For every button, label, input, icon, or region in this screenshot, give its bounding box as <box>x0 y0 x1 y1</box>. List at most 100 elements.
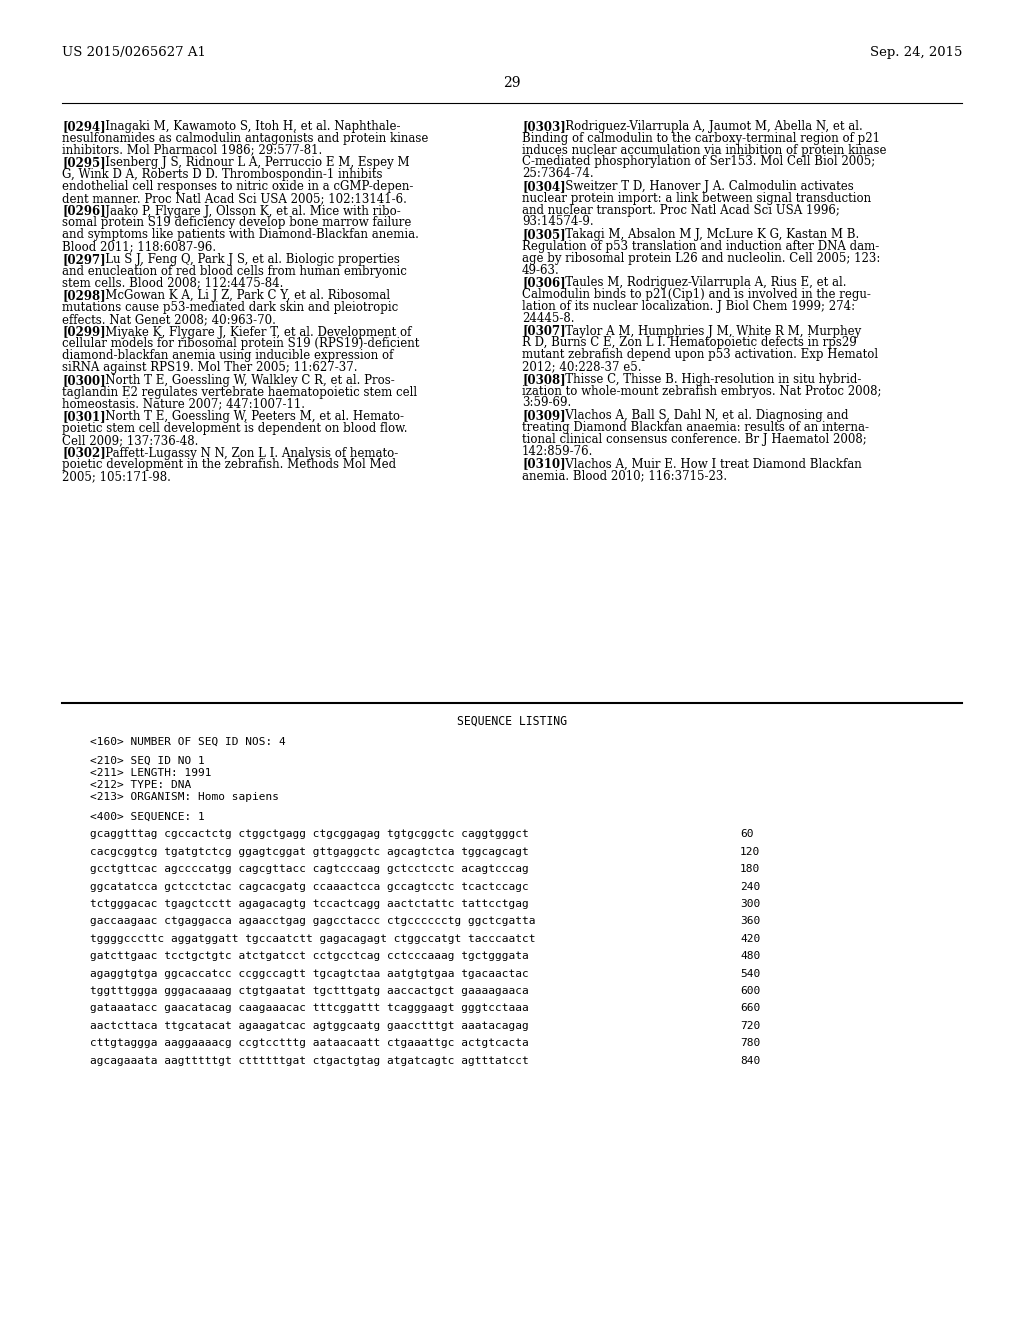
Text: and nuclear transport. Proc Natl Acad Sci USA 1996;: and nuclear transport. Proc Natl Acad Sc… <box>522 203 840 216</box>
Text: homeostasis. Nature 2007; 447:1007-11.: homeostasis. Nature 2007; 447:1007-11. <box>62 397 305 411</box>
Text: 25:7364-74.: 25:7364-74. <box>522 168 594 181</box>
Text: tggggcccttc aggatggatt tgccaatctt gagacagagt ctggccatgt tacccaatct: tggggcccttc aggatggatt tgccaatctt gagaca… <box>90 933 536 944</box>
Text: and enucleation of red blood cells from human embryonic: and enucleation of red blood cells from … <box>62 264 407 277</box>
Text: inhibitors. Mol Pharmacol 1986; 29:577-81.: inhibitors. Mol Pharmacol 1986; 29:577-8… <box>62 144 323 157</box>
Text: stem cells. Blood 2008; 112:4475-84.: stem cells. Blood 2008; 112:4475-84. <box>62 276 284 289</box>
Text: 600: 600 <box>740 986 760 997</box>
Text: [0296]: [0296] <box>62 205 105 218</box>
Text: [0306]: [0306] <box>522 276 565 289</box>
Text: Sep. 24, 2015: Sep. 24, 2015 <box>869 46 962 59</box>
Text: [0310]: [0310] <box>522 458 565 470</box>
Text: age by ribosomal protein L26 and nucleolin. Cell 2005; 123:: age by ribosomal protein L26 and nucleol… <box>522 252 881 265</box>
Text: 480: 480 <box>740 952 760 961</box>
Text: anemia. Blood 2010; 116:3715-23.: anemia. Blood 2010; 116:3715-23. <box>522 469 727 482</box>
Text: 780: 780 <box>740 1039 760 1048</box>
Text: 2012; 40:228-37 e5.: 2012; 40:228-37 e5. <box>522 360 641 374</box>
Text: 420: 420 <box>740 933 760 944</box>
Text: McGowan K A, Li J Z, Park C Y, et al. Ribosomal: McGowan K A, Li J Z, Park C Y, et al. Ri… <box>94 289 390 302</box>
Text: <213> ORGANISM: Homo sapiens: <213> ORGANISM: Homo sapiens <box>90 792 279 803</box>
Text: 540: 540 <box>740 969 760 978</box>
Text: 180: 180 <box>740 865 760 874</box>
Text: [0303]: [0303] <box>522 120 565 133</box>
Text: poietic stem cell development is dependent on blood flow.: poietic stem cell development is depende… <box>62 422 408 436</box>
Text: 29: 29 <box>503 77 521 90</box>
Text: aactcttaca ttgcatacat agaagatcac agtggcaatg gaacctttgt aaatacagag: aactcttaca ttgcatacat agaagatcac agtggca… <box>90 1020 528 1031</box>
Text: dent manner. Proc Natl Acad Sci USA 2005; 102:13141-6.: dent manner. Proc Natl Acad Sci USA 2005… <box>62 191 407 205</box>
Text: 720: 720 <box>740 1020 760 1031</box>
Text: mutations cause p53-mediated dark skin and pleiotropic: mutations cause p53-mediated dark skin a… <box>62 301 398 314</box>
Text: [0300]: [0300] <box>62 374 105 387</box>
Text: <212> TYPE: DNA: <212> TYPE: DNA <box>90 780 191 791</box>
Text: endothelial cell responses to nitric oxide in a cGMP-depen-: endothelial cell responses to nitric oxi… <box>62 180 414 193</box>
Text: Jaako P, Flygare J, Olsson K, et al. Mice with ribo-: Jaako P, Flygare J, Olsson K, et al. Mic… <box>94 205 400 218</box>
Text: 60: 60 <box>740 829 754 840</box>
Text: Lu S J, Feng Q, Park J S, et al. Biologic properties: Lu S J, Feng Q, Park J S, et al. Biologi… <box>94 253 400 265</box>
Text: 240: 240 <box>740 882 760 891</box>
Text: [0302]: [0302] <box>62 446 105 459</box>
Text: 660: 660 <box>740 1003 760 1014</box>
Text: taglandin E2 regulates vertebrate haematopoietic stem cell: taglandin E2 regulates vertebrate haemat… <box>62 385 417 399</box>
Text: 142:859-76.: 142:859-76. <box>522 445 593 458</box>
Text: Thisse C, Thisse B. High-resolution in situ hybrid-: Thisse C, Thisse B. High-resolution in s… <box>554 372 861 385</box>
Text: diamond-blackfan anemia using inducible expression of: diamond-blackfan anemia using inducible … <box>62 350 393 362</box>
Text: SEQUENCE LISTING: SEQUENCE LISTING <box>457 715 567 729</box>
Text: <400> SEQUENCE: 1: <400> SEQUENCE: 1 <box>90 812 205 821</box>
Text: treating Diamond Blackfan anaemia: results of an interna-: treating Diamond Blackfan anaemia: resul… <box>522 421 869 434</box>
Text: Vlachos A, Muir E. How I treat Diamond Blackfan: Vlachos A, Muir E. How I treat Diamond B… <box>554 458 862 470</box>
Text: cellular models for ribosomal protein S19 (RPS19)-deficient: cellular models for ribosomal protein S1… <box>62 338 420 350</box>
Text: [0295]: [0295] <box>62 156 105 169</box>
Text: [0298]: [0298] <box>62 289 105 302</box>
Text: 24445-8.: 24445-8. <box>522 312 574 325</box>
Text: Miyake K, Flygare J, Kiefer T, et al. Development of: Miyake K, Flygare J, Kiefer T, et al. De… <box>94 326 412 339</box>
Text: siRNA against RPS19. Mol Ther 2005; 11:627-37.: siRNA against RPS19. Mol Ther 2005; 11:6… <box>62 360 357 374</box>
Text: [0304]: [0304] <box>522 180 565 193</box>
Text: [0308]: [0308] <box>522 372 565 385</box>
Text: 360: 360 <box>740 916 760 927</box>
Text: gataaatacc gaacatacag caagaaacac tttcggattt tcagggaagt gggtcctaaa: gataaatacc gaacatacag caagaaacac tttcgga… <box>90 1003 528 1014</box>
Text: Sweitzer T D, Hanover J A. Calmodulin activates: Sweitzer T D, Hanover J A. Calmodulin ac… <box>554 180 854 193</box>
Text: nesulfonamides as calmodulin antagonists and protein kinase: nesulfonamides as calmodulin antagonists… <box>62 132 428 145</box>
Text: C-mediated phosphorylation of Ser153. Mol Cell Biol 2005;: C-mediated phosphorylation of Ser153. Mo… <box>522 156 876 169</box>
Text: agcagaaata aagtttttgt cttttttgat ctgactgtag atgatcagtc agtttatcct: agcagaaata aagtttttgt cttttttgat ctgactg… <box>90 1056 528 1065</box>
Text: Taules M, Rodriguez-Vilarrupla A, Rius E, et al.: Taules M, Rodriguez-Vilarrupla A, Rius E… <box>554 276 847 289</box>
Text: Vlachos A, Ball S, Dahl N, et al. Diagnosing and: Vlachos A, Ball S, Dahl N, et al. Diagno… <box>554 409 849 422</box>
Text: ization to whole-mount zebrafish embryos. Nat Protoc 2008;: ization to whole-mount zebrafish embryos… <box>522 384 882 397</box>
Text: tctgggacac tgagctcctt agagacagtg tccactcagg aactctattc tattcctgag: tctgggacac tgagctcctt agagacagtg tccactc… <box>90 899 528 909</box>
Text: 300: 300 <box>740 899 760 909</box>
Text: Takagi M, Absalon M J, McLure K G, Kastan M B.: Takagi M, Absalon M J, McLure K G, Kasta… <box>554 228 859 242</box>
Text: [0301]: [0301] <box>62 411 105 424</box>
Text: 3:59-69.: 3:59-69. <box>522 396 571 409</box>
Text: <211> LENGTH: 1991: <211> LENGTH: 1991 <box>90 768 212 779</box>
Text: mutant zebrafish depend upon p53 activation. Exp Hematol: mutant zebrafish depend upon p53 activat… <box>522 348 879 362</box>
Text: tional clinical consensus conference. Br J Haematol 2008;: tional clinical consensus conference. Br… <box>522 433 866 446</box>
Text: ggcatatcca gctcctctac cagcacgatg ccaaactcca gccagtcctc tcactccagc: ggcatatcca gctcctctac cagcacgatg ccaaact… <box>90 882 528 891</box>
Text: Blood 2011; 118:6087-96.: Blood 2011; 118:6087-96. <box>62 240 216 253</box>
Text: and symptoms like patients with Diamond-Blackfan anemia.: and symptoms like patients with Diamond-… <box>62 228 419 242</box>
Text: North T E, Goessling W, Peeters M, et al. Hemato-: North T E, Goessling W, Peeters M, et al… <box>94 411 404 424</box>
Text: [0294]: [0294] <box>62 120 105 133</box>
Text: cttgtaggga aaggaaaacg ccgtcctttg aataacaatt ctgaaattgc actgtcacta: cttgtaggga aaggaaaacg ccgtcctttg aataaca… <box>90 1039 528 1048</box>
Text: agaggtgtga ggcaccatcc ccggccagtt tgcagtctaa aatgtgtgaa tgacaactac: agaggtgtga ggcaccatcc ccggccagtt tgcagtc… <box>90 969 528 978</box>
Text: R D, Burns C E, Zon L I. Hematopoietic defects in rps29: R D, Burns C E, Zon L I. Hematopoietic d… <box>522 337 857 350</box>
Text: cacgcggtcg tgatgtctcg ggagtcggat gttgaggctc agcagtctca tggcagcagt: cacgcggtcg tgatgtctcg ggagtcggat gttgagg… <box>90 847 528 857</box>
Text: 49-63.: 49-63. <box>522 264 560 277</box>
Text: gatcttgaac tcctgctgtc atctgatcct cctgcctcag cctcccaaag tgctgggata: gatcttgaac tcctgctgtc atctgatcct cctgcct… <box>90 952 528 961</box>
Text: Paffett-Lugassy N N, Zon L I. Analysis of hemato-: Paffett-Lugassy N N, Zon L I. Analysis o… <box>94 446 398 459</box>
Text: G, Wink D A, Roberts D D. Thrombospondin-1 inhibits: G, Wink D A, Roberts D D. Thrombospondin… <box>62 168 383 181</box>
Text: induces nuclear accumulation via inhibition of protein kinase: induces nuclear accumulation via inhibit… <box>522 144 887 157</box>
Text: gcaggtttag cgccactctg ctggctgagg ctgcggagag tgtgcggctc caggtgggct: gcaggtttag cgccactctg ctggctgagg ctgcgga… <box>90 829 528 840</box>
Text: Taylor A M, Humphries J M, White R M, Murphey: Taylor A M, Humphries J M, White R M, Mu… <box>554 325 861 338</box>
Text: Rodriguez-Vilarrupla A, Jaumot M, Abella N, et al.: Rodriguez-Vilarrupla A, Jaumot M, Abella… <box>554 120 863 133</box>
Text: 120: 120 <box>740 847 760 857</box>
Text: North T E, Goessling W, Walkley C R, et al. Pros-: North T E, Goessling W, Walkley C R, et … <box>94 374 395 387</box>
Text: Binding of calmodulin to the carboxy-terminal region of p21: Binding of calmodulin to the carboxy-ter… <box>522 132 880 145</box>
Text: gcctgttcac agccccatgg cagcgttacc cagtcccaag gctcctcctc acagtcccag: gcctgttcac agccccatgg cagcgttacc cagtccc… <box>90 865 528 874</box>
Text: Regulation of p53 translation and induction after DNA dam-: Regulation of p53 translation and induct… <box>522 240 880 253</box>
Text: [0299]: [0299] <box>62 326 105 339</box>
Text: Inagaki M, Kawamoto S, Itoh H, et al. Naphthale-: Inagaki M, Kawamoto S, Itoh H, et al. Na… <box>94 120 400 133</box>
Text: gaccaagaac ctgaggacca agaacctgag gagcctaccc ctgcccccctg ggctcgatta: gaccaagaac ctgaggacca agaacctgag gagccta… <box>90 916 536 927</box>
Text: <160> NUMBER OF SEQ ID NOS: 4: <160> NUMBER OF SEQ ID NOS: 4 <box>90 737 286 747</box>
Text: US 2015/0265627 A1: US 2015/0265627 A1 <box>62 46 206 59</box>
Text: effects. Nat Genet 2008; 40:963-70.: effects. Nat Genet 2008; 40:963-70. <box>62 313 275 326</box>
Text: lation of its nuclear localization. J Biol Chem 1999; 274:: lation of its nuclear localization. J Bi… <box>522 300 855 313</box>
